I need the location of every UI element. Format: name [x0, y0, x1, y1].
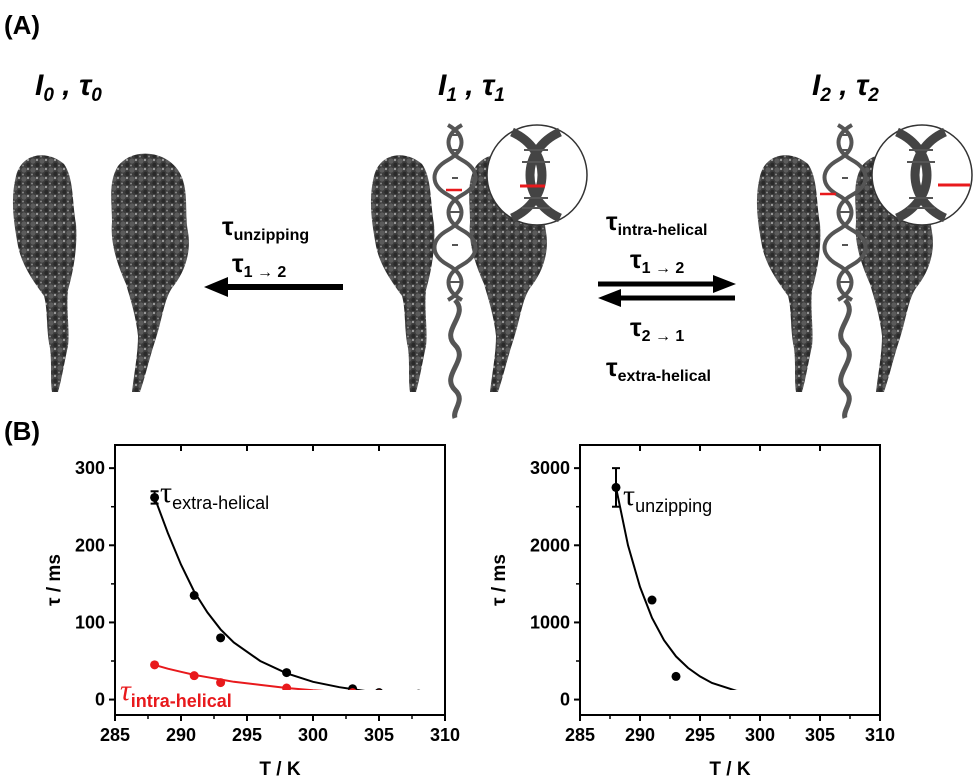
data-point	[150, 660, 160, 670]
unzipping-arrow	[204, 277, 343, 297]
series-unzipping	[611, 467, 861, 703]
y-tick-label: 3000	[530, 458, 570, 478]
data-point	[852, 694, 861, 703]
data-point	[732, 692, 741, 701]
y-tick-label: 0	[95, 690, 105, 710]
x-tick-label: 285	[100, 725, 130, 745]
data-point	[216, 678, 226, 688]
series-intra-helical	[150, 660, 423, 699]
data-point	[375, 688, 383, 690]
extra-helical-tau-label: τextra-helical	[606, 352, 711, 385]
chart-left: 285 290 295 300 305 310 0 100 200 300 T / K τ / ms τ…	[44, 444, 460, 780]
x-axis-label: T / K	[709, 759, 750, 780]
y-tick-label: 300	[75, 458, 105, 478]
x-tick-label: 285	[565, 725, 595, 745]
series-annotation-intra-helical: τintra-helical	[120, 674, 232, 711]
x-tick-label: 310	[430, 725, 460, 745]
x-tick-label: 290	[625, 725, 655, 745]
reverse-rate-label: τ2 → 1	[630, 312, 684, 345]
x-tick-label: 300	[745, 725, 775, 745]
protein-state-0-icon	[12, 153, 189, 392]
unzipping-rate-label: τ1 → 2	[232, 248, 286, 281]
panel-b-label: (B)	[4, 416, 40, 446]
state-title-i0: I0 , τ0	[35, 69, 102, 106]
data-point	[611, 482, 621, 492]
data-point	[150, 492, 160, 502]
data-point	[671, 671, 681, 681]
y-axis-label: τ / ms	[44, 554, 65, 606]
y-tick-label: 100	[75, 612, 105, 632]
dna-strand-state-2-icon	[820, 123, 868, 419]
x-axis-label: T / K	[259, 759, 300, 780]
series-annotation-unzipping: τunzipping	[623, 479, 712, 516]
y-tick-label: 1000	[530, 612, 570, 632]
chart-right: 285 290 295 300 305 310 0 1000 2000 3000 T / K τ / …	[489, 444, 895, 780]
x-tick-label: 300	[298, 725, 328, 745]
data-point	[189, 671, 199, 681]
panel-a-label: (A)	[4, 10, 40, 40]
x-tick-label: 310	[865, 725, 895, 745]
data-point	[348, 688, 357, 690]
fit-curve	[153, 497, 366, 690]
data-point	[647, 595, 657, 605]
y-tick-label: 2000	[530, 535, 570, 555]
forward-arrow	[598, 275, 736, 293]
reverse-arrow	[598, 289, 735, 307]
forward-rate-label: τ1 → 2	[630, 244, 684, 277]
state-title-i1: I1 , τ1	[438, 69, 505, 106]
x-tick-label: 295	[232, 725, 262, 745]
svg-text:I2 , τ2: I2 , τ2	[812, 69, 879, 106]
data-point	[377, 689, 381, 690]
y-axis-label: τ / ms	[489, 554, 510, 606]
x-tick-label: 305	[364, 725, 394, 745]
series-annotation-extra-helical: τextra-helical	[160, 476, 269, 513]
series-extra-helical	[150, 490, 421, 690]
dna-strand-state-1-icon	[432, 123, 478, 419]
dna-zoom-inset-state-1-icon	[486, 124, 588, 226]
data-point	[792, 694, 801, 703]
data-point	[348, 684, 358, 690]
dna-zoom-inset-state-2-icon	[871, 124, 973, 226]
svg-text:I1 , τ1: I1 , τ1	[438, 69, 505, 106]
fit-curve	[615, 487, 738, 690]
data-point	[416, 689, 421, 690]
data-point	[414, 690, 423, 699]
x-tick-label: 295	[685, 725, 715, 745]
data-point	[816, 694, 825, 703]
intra-helical-tau-label: τintra-helical	[606, 206, 707, 239]
fit-curve	[154, 663, 325, 690]
svg-text:I0 , τ0: I0 , τ0	[35, 69, 102, 106]
data-point	[282, 668, 292, 678]
data-point	[282, 683, 292, 690]
unzipping-tau-label: τunzipping	[222, 211, 309, 244]
y-tick-label: 200	[75, 535, 105, 555]
state-title-i2: I2 , τ2	[812, 69, 879, 106]
x-tick-label: 290	[166, 725, 196, 745]
y-tick-label: 0	[560, 690, 570, 710]
data-point	[189, 590, 199, 600]
x-tick-label: 305	[805, 725, 835, 745]
data-point	[216, 633, 226, 643]
